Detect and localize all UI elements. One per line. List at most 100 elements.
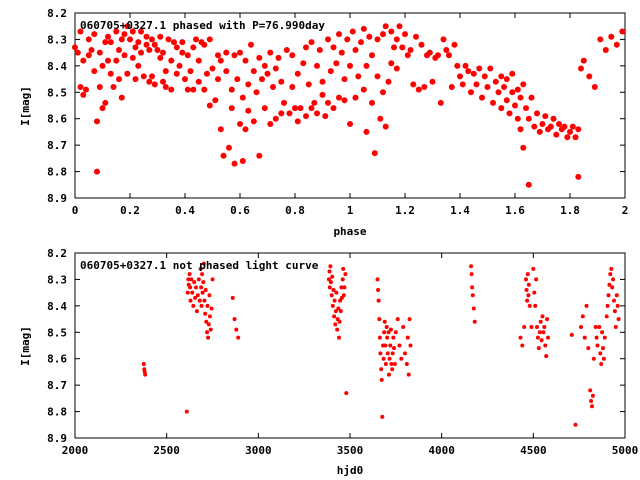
unphased-data-point [470, 285, 475, 290]
unphased-data-point [201, 280, 206, 285]
unphased-data-point [188, 298, 193, 303]
phased-data-point [85, 36, 92, 43]
unphased-data-point [378, 351, 383, 356]
unphased-data-point [327, 285, 332, 290]
unphased-data-point [194, 309, 199, 314]
unphased-data-point [390, 351, 395, 356]
unphased-data-point [601, 346, 605, 351]
phased-data-point [204, 70, 210, 77]
phased-data-point [426, 49, 433, 56]
phased-data-point [146, 47, 153, 53]
phased-data-point [316, 47, 323, 53]
unphased-data-point [199, 285, 204, 290]
phased-data-point [608, 33, 615, 40]
phased-y-tick-label: 8.8 [47, 166, 67, 179]
unphased-data-point [595, 343, 600, 348]
phased-y-ticks: 8.2 8.3 8.4 8.5 8.6 8.7 8.8 8.9 [47, 7, 625, 205]
unphased-y-axis-label: I[mag] [19, 326, 32, 366]
unphased-data-point [535, 325, 539, 329]
phased-data-point [525, 181, 532, 188]
phased-data-point [468, 89, 474, 96]
phased-data-point [132, 44, 139, 51]
phased-data-point [283, 47, 290, 53]
phased-data-point [586, 73, 593, 80]
unphased-data-point [230, 295, 235, 300]
unphased-data-point [525, 272, 530, 277]
phased-data-point [575, 126, 582, 133]
phased-data-point [330, 44, 337, 51]
unphased-data-point [377, 317, 382, 322]
unphased-data-point [193, 295, 198, 300]
phased-data-point [465, 68, 472, 75]
phased-data-point [91, 31, 98, 38]
unphased-data-point [524, 277, 528, 282]
phased-data-point [217, 126, 224, 133]
phased-data-point [347, 121, 353, 127]
phased-data-point [96, 49, 103, 56]
phased-data-point [402, 31, 408, 38]
unphased-data-point [335, 327, 340, 332]
phased-data-point [399, 44, 406, 51]
phased-data-point [220, 152, 227, 159]
phased-data-point [102, 39, 109, 46]
phased-data-point [231, 52, 238, 59]
phased-data-point [245, 81, 252, 88]
unphased-data-point [141, 362, 146, 366]
phased-data-point [484, 84, 491, 90]
phased-data-point [209, 65, 216, 72]
unphased-plot-frame [74, 252, 626, 439]
phased-data-point [83, 86, 89, 93]
unphased-data-point [405, 335, 410, 340]
phased-x-tick-label: 1.2 [395, 204, 415, 217]
phased-data-point [132, 76, 139, 83]
unphased-data-point [383, 343, 388, 348]
phased-data-point [195, 57, 202, 64]
phased-data-point [481, 73, 488, 80]
phased-data-point [173, 70, 180, 77]
phased-data-point [113, 28, 120, 35]
unphased-data-point [200, 272, 205, 277]
phased-data-point [602, 47, 609, 53]
phased-data-point [160, 49, 166, 56]
unphased-x-tick-label: 4000 [428, 444, 455, 457]
phased-data-point [165, 36, 172, 43]
phased-data-point [138, 28, 144, 35]
phased-data-point [498, 105, 505, 112]
unphased-data-point [337, 319, 342, 324]
phased-data-point [272, 115, 279, 122]
unphased-data-point [331, 288, 336, 292]
unphased-data-point [537, 330, 542, 335]
phased-data-point [597, 36, 604, 43]
unphased-data-point [191, 303, 196, 308]
phased-data-point [487, 65, 494, 72]
unphased-y-tick-label: 8.8 [47, 406, 67, 419]
phased-data-point [358, 39, 364, 46]
phased-data-point [435, 52, 441, 59]
phased-data-point [327, 68, 334, 75]
unphased-data-point [542, 325, 547, 329]
unphased-data-point [382, 319, 387, 324]
phased-data-point [182, 76, 188, 83]
unphased-data-point [395, 317, 400, 322]
phased-data-point [201, 86, 208, 93]
unphased-data-point [336, 306, 341, 311]
unphased-data-point [403, 351, 407, 356]
phased-data-point [270, 84, 276, 90]
unphased-data-point [204, 319, 209, 324]
phased-x-tick-label: 0.6 [230, 204, 250, 217]
unphased-data-point [471, 306, 476, 311]
phased-x-tick-label: 2 [622, 204, 629, 217]
unphased-data-point [544, 354, 549, 359]
phased-data-point [580, 57, 587, 64]
unphased-data-point [385, 351, 390, 356]
phased-data-point [311, 99, 318, 106]
phased-data-point [341, 97, 348, 104]
phased-data-point [404, 52, 411, 59]
phased-data-point [415, 86, 422, 93]
phased-data-point [341, 76, 348, 83]
phased-data-point [371, 150, 378, 157]
phased-data-point [572, 134, 579, 141]
unphased-data-point [598, 351, 603, 356]
phased-data-point [261, 105, 268, 112]
